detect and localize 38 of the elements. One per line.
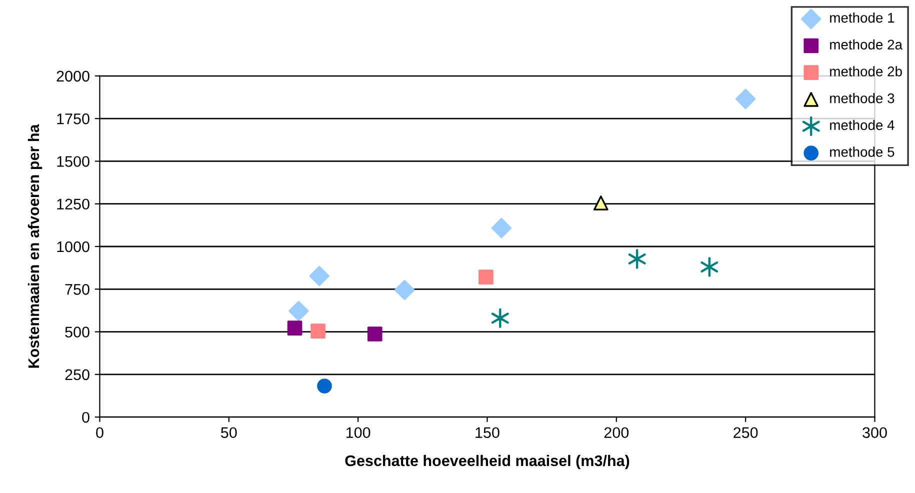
point — [317, 378, 332, 394]
point — [367, 326, 382, 342]
legend-label: methode 1 — [830, 12, 894, 23]
x-axis-title: Geschatte hoeveelheid maaisel (m3/ha) — [345, 454, 630, 470]
y-tick-label: 0 — [82, 412, 90, 423]
y-tick-label: 500 — [65, 326, 90, 338]
point — [628, 249, 646, 269]
x-tick-label: 300 — [862, 427, 887, 438]
x-tick-label: 250 — [734, 427, 758, 438]
y-axis-title: Kostenmaaien en afvoeren per ha — [28, 124, 42, 368]
y-tick-label: 250 — [65, 369, 90, 380]
point — [491, 308, 509, 328]
point — [735, 88, 756, 110]
point — [700, 257, 718, 277]
legend-label: methode 3 — [830, 93, 894, 104]
x-tick-label: 100 — [346, 427, 370, 438]
point — [310, 324, 326, 339]
x-tick-label: 0 — [96, 427, 104, 438]
legend-label: methode 2b — [830, 66, 902, 76]
x-tick-label: 200 — [604, 427, 629, 438]
x-tick-label: 50 — [221, 427, 237, 438]
point — [394, 280, 415, 300]
legend-label: methode 5 — [830, 146, 894, 157]
y-tick-label: 1250 — [57, 198, 90, 210]
point — [491, 218, 512, 238]
y-tick-label: 2000 — [56, 70, 90, 82]
point — [478, 270, 494, 284]
x-tick-label: 150 — [476, 427, 500, 438]
y-tick-label: 1750 — [57, 113, 90, 124]
y-tick-label: 1500 — [57, 156, 90, 167]
point — [288, 300, 309, 322]
point — [309, 266, 330, 286]
point — [287, 320, 302, 336]
legend-label: methode 2a — [830, 39, 903, 50]
legend-label: methode 4 — [830, 120, 894, 130]
y-tick-label: 1000 — [57, 241, 90, 252]
y-tick-label: 750 — [65, 284, 90, 295]
point — [593, 196, 608, 210]
